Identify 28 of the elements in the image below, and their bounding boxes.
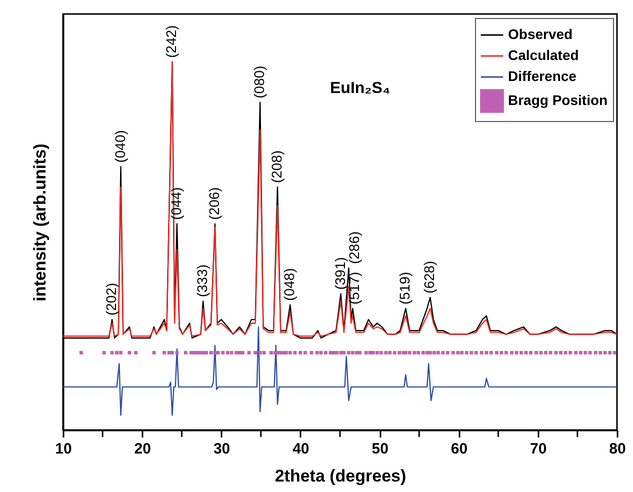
annotation: (242) (163, 25, 180, 58)
annotation: (519) (396, 272, 413, 305)
annotation: (040) (112, 130, 128, 163)
legend-label: Bragg Position (508, 92, 608, 108)
x-tick-label: 10 (55, 440, 72, 458)
annotation: (048) (281, 268, 298, 301)
x-tick-label: 80 (609, 440, 626, 458)
y-axis-title: intensity (arb.units) (30, 144, 50, 302)
annotation: (080) (251, 66, 268, 98)
legend-label: Calculated (508, 47, 579, 63)
x-tick-label: 70 (530, 440, 547, 458)
x-axis-title: 2theta (degrees) (274, 466, 406, 486)
legend-label: Observed (508, 26, 573, 42)
annotation: (333) (194, 264, 210, 298)
x-tick-label: 60 (450, 440, 468, 458)
annotation: (202) (103, 282, 120, 316)
x-tick-label: 50 (372, 440, 388, 458)
annotation: (208) (268, 150, 284, 184)
legend-label: Difference (508, 68, 577, 84)
x-tick-label: 40 (292, 440, 310, 458)
annotation: (044) (168, 187, 184, 220)
annotation: (391) (332, 257, 348, 290)
x-tick-label: 30 (213, 440, 230, 458)
annotation: (206) (206, 187, 222, 220)
annotation: (517) (346, 272, 362, 305)
x-tick-label: 20 (134, 440, 151, 458)
annotation: (628) (421, 260, 438, 294)
annotation: EuIn₂S₄ (330, 80, 390, 97)
